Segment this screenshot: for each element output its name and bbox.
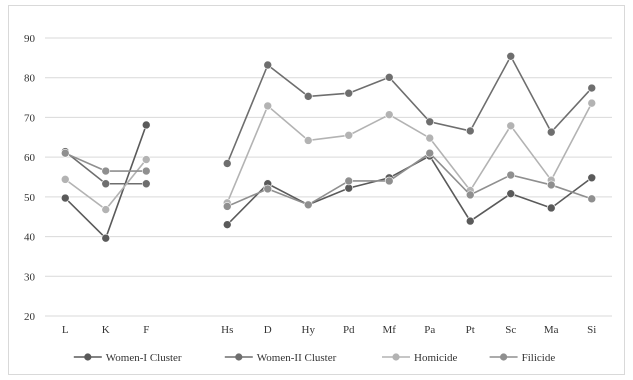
x-tick-label: Sc [505,324,516,336]
axes: 20 30 40 50 60 70 80 90 L K F Hs D Hy Pd Mf Pa Pt Sc Ma Si [24,33,596,336]
data-point [141,166,151,176]
data-point [101,166,111,176]
data-point [587,98,597,108]
data-point [546,180,556,190]
data-point [222,220,232,229]
legend-swatch-marker [500,353,508,361]
data-point [222,159,232,168]
data-point [546,203,556,213]
series-3 [60,98,597,214]
data-point [60,193,70,203]
legend-swatch-marker [235,353,243,361]
data-point [506,51,516,61]
data-point [263,60,273,70]
data-point [425,133,435,143]
x-tick-label: Pd [343,324,355,336]
legend: Women-I Cluster Women-II Cluster Homicide F… [73,352,556,364]
data-point [263,101,273,111]
data-point [344,131,354,140]
x-tick-label: Pt [466,324,475,336]
x-tick-label: D [264,324,272,336]
data-point [506,121,516,131]
data-point [506,189,516,198]
data-point [141,155,151,164]
legend-item: Homicide [382,352,457,364]
data-point [344,183,354,193]
y-tick-label: 40 [24,232,36,244]
y-tick-label: 80 [24,73,36,85]
x-tick-label: Pa [424,324,435,336]
series-line [226,102,593,204]
data-point [546,127,556,137]
data-point [222,202,232,211]
legend-label: Women-II Cluster [257,352,337,364]
legend-swatch-marker [84,353,92,361]
data-point [101,205,111,214]
data-point [303,136,313,145]
data-point [425,117,435,127]
x-tick-label: L [62,324,69,336]
x-tick-label: Hy [302,324,316,336]
data-point [141,120,151,130]
data-point [506,170,516,180]
gridlines [45,37,612,317]
x-tick-label: Hs [221,324,233,336]
data-point [384,110,394,119]
y-tick-label: 50 [24,192,36,204]
data-point [101,233,111,243]
y-tick-label: 70 [24,112,36,124]
data-point [344,176,354,186]
legend-label: Women-I Cluster [106,352,182,364]
data-point [60,148,70,158]
legend-label: Filicide [522,352,556,364]
legend-item: Filicide [489,352,556,364]
data-point [465,190,475,200]
data-point [384,176,394,186]
data-point [465,126,475,136]
data-point [425,148,435,158]
series-line [226,54,593,164]
data-point [141,179,151,189]
y-tick-label: 20 [24,311,36,323]
series-line [226,152,593,208]
legend-item: Women-II Cluster [224,352,337,364]
series-2 [60,51,597,189]
data-point [303,200,313,210]
x-tick-label: F [143,324,149,336]
data-point [384,73,394,82]
data-point [60,175,70,184]
x-tick-label: Ma [544,324,559,336]
data-point [587,173,597,183]
data-point [465,216,475,226]
data-point [344,88,354,98]
series-4 [60,148,597,211]
x-tick-label: Mf [383,324,397,336]
data-point [263,184,273,194]
chart-frame [8,5,625,375]
data-point [587,194,597,204]
legend-label: Homicide [414,352,457,364]
data-point [303,92,313,101]
y-tick-label: 90 [24,33,36,45]
x-tick-label: Si [587,324,596,336]
x-tick-label: K [102,324,110,336]
data-point [587,83,597,93]
legend-item: Women-I Cluster [73,352,182,364]
y-tick-label: 30 [24,271,36,283]
series-1 [60,120,597,243]
series-lines [60,51,597,243]
legend-swatch-marker [392,353,400,361]
data-point [101,179,111,189]
y-tick-label: 60 [24,152,36,164]
